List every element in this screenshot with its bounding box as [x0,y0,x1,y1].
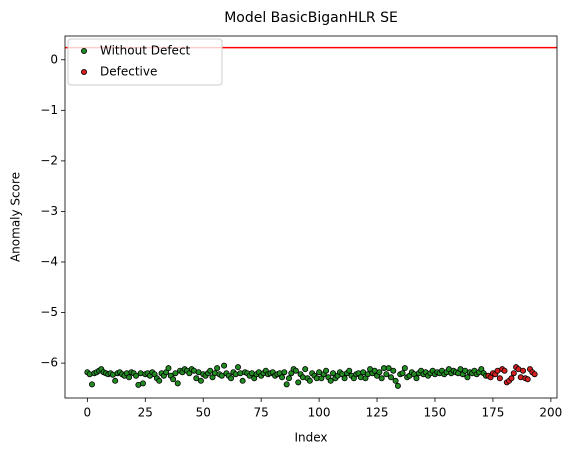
point [172,370,179,377]
point [520,367,527,374]
point [279,374,286,381]
chart-title: Model BasicBiganHLR SE [224,10,398,26]
point [496,375,503,382]
point [508,375,515,382]
point [378,375,385,382]
x-tick-label: 25 [138,406,153,420]
point [510,370,517,377]
point [174,380,181,387]
point [524,376,531,383]
y-tick-label: −4 [40,254,58,268]
point [221,362,228,369]
point [281,369,288,376]
point [385,365,392,372]
y-tick-label: −2 [40,153,58,167]
legend-marker [81,48,88,55]
y-tick-label: −1 [40,103,58,117]
y-tick-label: 0 [50,52,58,66]
legend-label: Defective [100,65,157,79]
point [392,377,399,384]
point [401,365,408,372]
x-tick-label: 125 [366,406,389,420]
point [399,370,406,377]
x-tick-label: 200 [539,406,562,420]
x-tick-label: 100 [308,406,331,420]
y-tick-label: −6 [40,356,58,370]
y-tick-label: −3 [40,204,58,218]
point [501,367,508,374]
point [156,377,163,384]
x-tick-label: 150 [424,406,447,420]
point [218,372,225,379]
legend-marker [81,69,88,76]
point [330,370,337,377]
point [327,377,334,384]
point [306,377,313,384]
point [133,372,140,379]
point [285,375,292,382]
point [376,369,383,376]
point [207,367,214,374]
point [531,371,538,378]
point [464,374,471,381]
point [139,380,146,387]
y-tick-label: −5 [40,305,58,319]
x-tick-label: 175 [481,406,504,420]
legend-label: Without Defect [100,44,191,58]
point [383,371,390,378]
point [295,379,302,386]
x-tick-label: 0 [84,406,92,420]
point [214,365,221,372]
point [302,366,309,373]
x-tick-label: 50 [196,406,211,420]
x-tick-label: 75 [254,406,269,420]
point [88,381,95,388]
point [283,381,290,388]
point [390,367,397,374]
plot-frame [64,35,558,399]
point [341,375,348,382]
point [323,367,330,374]
x-axis-label: Index [294,431,327,445]
point [126,374,133,381]
point [413,375,420,382]
point [193,375,200,382]
point [239,377,246,384]
point [387,374,394,381]
point [112,377,119,384]
y-axis-label: Anomaly Score [9,172,23,262]
point [170,376,177,383]
point [292,367,299,374]
point [394,382,401,389]
point [197,377,204,384]
point [228,375,235,382]
point [165,365,172,372]
point [346,367,353,374]
legend-box [67,38,223,86]
point [234,364,241,371]
